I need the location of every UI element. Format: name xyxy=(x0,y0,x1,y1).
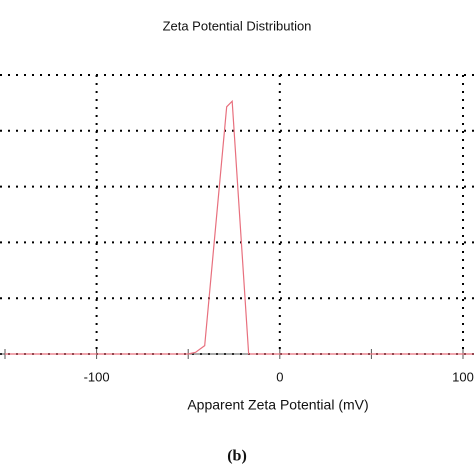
x-tick-label: 0 xyxy=(276,369,283,384)
x-tick-label: -100 xyxy=(84,369,110,384)
x-axis-label: Apparent Zeta Potential (mV) xyxy=(187,397,368,413)
x-tick-label: 100 xyxy=(452,369,474,384)
series-line xyxy=(5,99,474,355)
caption: (b) xyxy=(227,448,247,465)
chart-title: Zeta Potential Distribution xyxy=(163,18,312,33)
